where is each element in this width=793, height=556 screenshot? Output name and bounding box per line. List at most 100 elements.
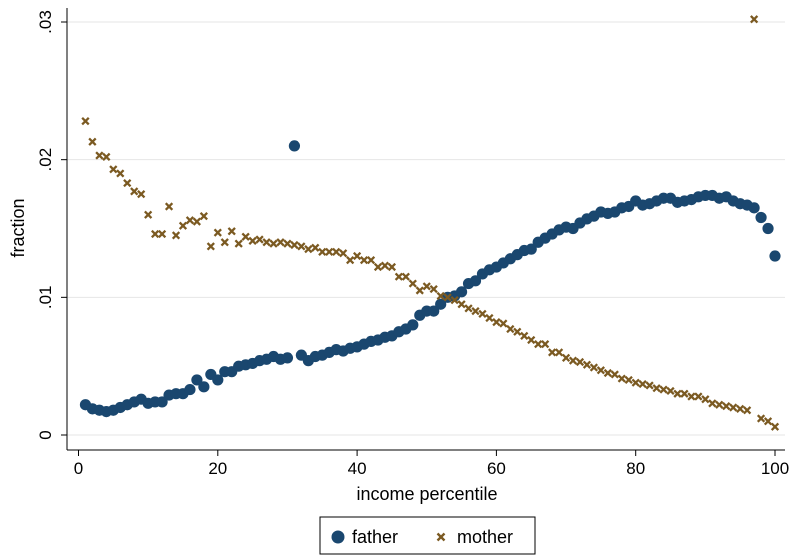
data-point-father — [525, 243, 537, 255]
data-point-mother — [575, 357, 585, 367]
data-point-mother — [610, 370, 619, 379]
data-point-mother — [722, 401, 731, 411]
legend-mother-label: mother — [457, 527, 513, 547]
data-point-mother — [763, 417, 773, 426]
data-point-mother — [715, 400, 724, 409]
data-point-mother — [457, 300, 466, 309]
data-point-mother — [422, 282, 431, 291]
data-point-mother — [352, 251, 362, 261]
x-tick-label: 100 — [761, 459, 789, 478]
data-point-mother — [450, 295, 459, 305]
data-point-mother — [164, 202, 174, 211]
x-tick-label: 60 — [487, 459, 506, 478]
data-point-mother — [443, 293, 452, 302]
data-point-mother — [248, 236, 257, 246]
legend-mother-marker — [436, 532, 446, 542]
data-point-mother — [596, 366, 605, 375]
data-point-mother — [269, 239, 278, 248]
data-point-mother — [206, 242, 215, 251]
legend-father-label: father — [352, 527, 398, 547]
data-point-mother — [359, 256, 369, 265]
data-point-mother — [123, 178, 132, 188]
data-point-mother — [276, 238, 285, 247]
data-point-father — [281, 352, 294, 364]
data-point-mother — [582, 360, 592, 369]
data-point-mother — [666, 386, 675, 396]
data-point-mother — [631, 378, 640, 387]
data-point-mother — [290, 240, 299, 250]
data-point-mother — [109, 165, 118, 174]
data-point-father — [198, 381, 210, 393]
series-father — [79, 140, 781, 418]
data-point-mother — [736, 404, 745, 413]
legend-father-marker — [331, 530, 345, 544]
data-point-mother — [387, 262, 397, 272]
data-point-mother — [749, 15, 759, 24]
data-point-mother — [408, 279, 417, 288]
data-point-father — [762, 222, 774, 235]
data-point-father — [428, 305, 440, 317]
data-point-mother — [178, 221, 188, 230]
data-point-mother — [708, 399, 717, 408]
x-tick-label: 40 — [348, 459, 367, 478]
data-point-mother — [652, 384, 661, 393]
data-point-mother — [227, 227, 236, 236]
data-point-father — [469, 275, 482, 287]
data-point-mother — [436, 291, 445, 301]
data-point-mother — [373, 262, 383, 272]
data-point-mother — [624, 375, 633, 385]
data-point-mother — [534, 340, 543, 349]
data-point-mother — [687, 392, 696, 401]
data-point-mother — [401, 272, 410, 281]
data-point-mother — [603, 368, 612, 378]
data-point-father — [755, 211, 767, 224]
gridlines — [67, 21, 785, 436]
data-point-mother — [513, 327, 522, 336]
data-point-father — [455, 286, 468, 298]
y-axis-title: fraction — [8, 198, 28, 257]
data-point-mother — [520, 331, 529, 340]
data-point-mother — [638, 379, 647, 389]
data-point-mother — [554, 348, 564, 357]
data-point-mother — [701, 395, 710, 404]
data-point-mother — [380, 261, 390, 270]
data-point-mother — [429, 284, 438, 294]
data-point-mother — [673, 389, 682, 398]
data-point-father — [288, 140, 301, 152]
data-point-mother — [659, 385, 668, 394]
data-point-mother — [499, 319, 508, 328]
data-point-father — [435, 298, 447, 310]
data-point-mother — [241, 232, 250, 241]
data-point-mother — [199, 211, 208, 221]
legend: father mother — [319, 516, 536, 555]
data-point-mother — [339, 249, 348, 258]
data-point-mother — [102, 152, 111, 162]
x-tick-label: 20 — [208, 459, 227, 478]
data-point-mother — [680, 389, 689, 398]
data-point-mother — [729, 403, 738, 412]
data-point-mother — [304, 245, 313, 254]
data-point-mother — [234, 239, 243, 248]
data-point-mother — [464, 304, 473, 313]
data-point-mother — [151, 229, 160, 239]
x-tick-label: 80 — [626, 459, 645, 478]
data-point-mother — [213, 228, 222, 237]
x-axis-title: income percentile — [356, 484, 497, 504]
data-point-mother — [617, 374, 626, 383]
data-point-father — [184, 383, 196, 396]
data-point-mother — [137, 189, 146, 199]
data-point-mother — [255, 235, 264, 244]
data-point-mother — [332, 247, 341, 257]
data-point-mother — [478, 309, 487, 318]
data-point-mother — [88, 137, 97, 146]
data-point-mother — [770, 422, 780, 431]
data-point-mother — [262, 238, 271, 247]
data-point-mother — [541, 340, 550, 349]
data-point-mother — [492, 318, 501, 327]
y-tick-label: 0 — [36, 430, 55, 439]
data-point-father — [748, 202, 760, 214]
data-point-mother — [297, 242, 306, 251]
series-mother — [81, 15, 780, 431]
legend-box — [319, 516, 536, 555]
